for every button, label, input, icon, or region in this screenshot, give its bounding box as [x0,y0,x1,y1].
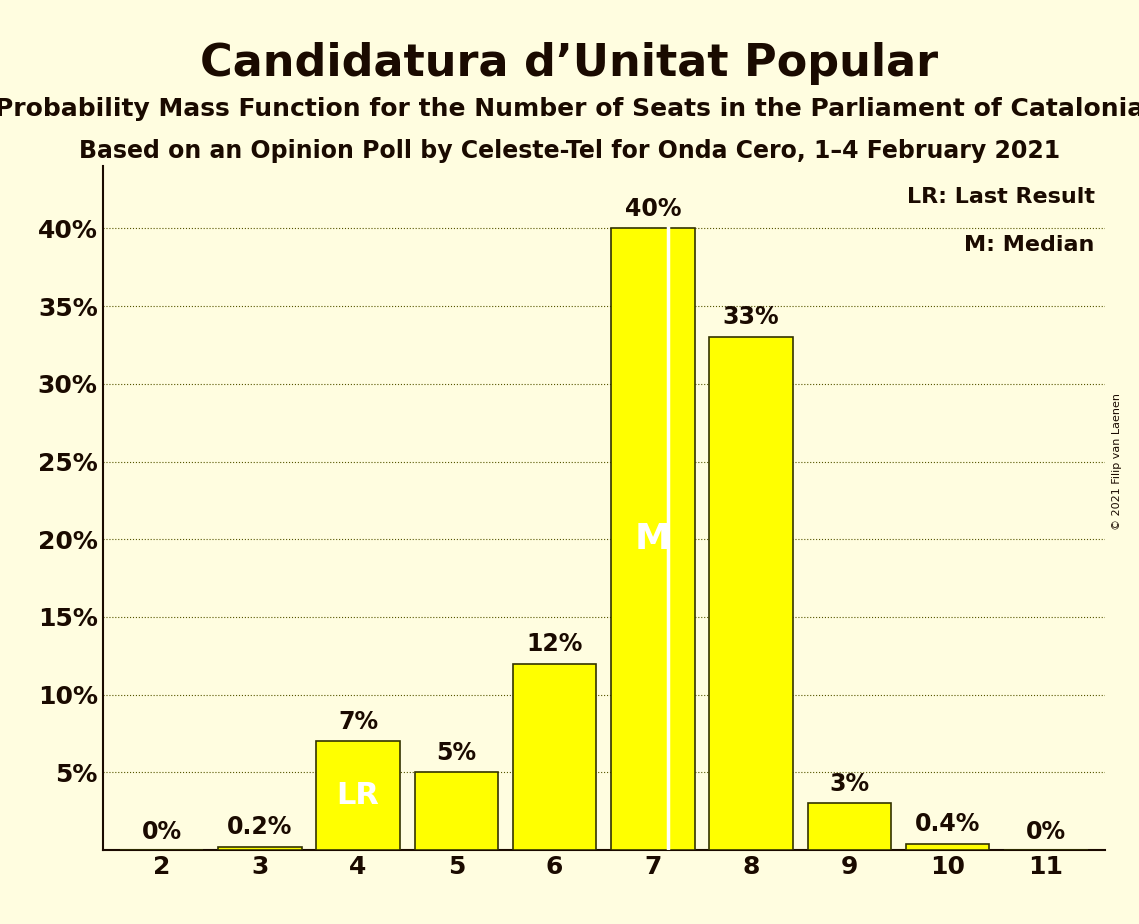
Text: LR: LR [336,781,379,810]
Text: Based on an Opinion Poll by Celeste-Tel for Onda Cero, 1–4 February 2021: Based on an Opinion Poll by Celeste-Tel … [79,139,1060,163]
Text: 33%: 33% [723,306,779,330]
Text: 3%: 3% [829,772,869,796]
Text: 0%: 0% [141,820,181,844]
Bar [710,337,793,850]
Text: M: M [634,522,671,556]
Text: M: Median: M: Median [965,235,1095,255]
Text: 0.2%: 0.2% [227,815,293,839]
Bar [513,663,597,850]
Text: 12%: 12% [526,632,583,656]
Bar [415,772,498,850]
Bar [906,844,990,850]
Bar [317,741,400,850]
Text: 0%: 0% [1026,820,1066,844]
Text: Candidatura d’Unitat Popular: Candidatura d’Unitat Popular [200,42,939,85]
Text: LR: Last Result: LR: Last Result [907,187,1095,207]
Text: 0.4%: 0.4% [915,812,981,836]
Text: 7%: 7% [338,710,378,734]
Bar [218,847,302,850]
Bar [808,804,891,850]
Text: Probability Mass Function for the Number of Seats in the Parliament of Catalonia: Probability Mass Function for the Number… [0,97,1139,121]
Text: © 2021 Filip van Laenen: © 2021 Filip van Laenen [1112,394,1122,530]
Text: 40%: 40% [624,197,681,221]
Text: 5%: 5% [436,741,476,765]
Bar [611,228,695,850]
